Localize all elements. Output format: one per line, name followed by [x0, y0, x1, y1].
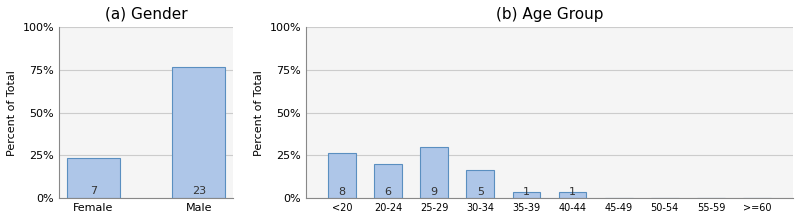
- Bar: [420, 147, 448, 198]
- Text: 9: 9: [430, 187, 438, 197]
- Bar: [67, 158, 120, 198]
- Y-axis label: Percent of Total: Percent of Total: [7, 70, 17, 156]
- Y-axis label: Percent of Total: Percent of Total: [254, 70, 264, 156]
- Bar: [172, 67, 225, 198]
- Title: (b) Age Group: (b) Age Group: [496, 7, 603, 22]
- Bar: [558, 192, 586, 198]
- Text: 23: 23: [192, 187, 206, 196]
- Title: (a) Gender: (a) Gender: [105, 7, 187, 22]
- Text: 5: 5: [477, 187, 484, 197]
- Text: 6: 6: [385, 187, 391, 197]
- Bar: [513, 192, 540, 198]
- Text: 8: 8: [338, 187, 346, 197]
- Text: 7: 7: [90, 187, 97, 196]
- Bar: [328, 153, 356, 198]
- Bar: [374, 164, 402, 198]
- Text: 1: 1: [523, 187, 530, 197]
- Text: 1: 1: [569, 187, 576, 197]
- Bar: [466, 170, 494, 198]
